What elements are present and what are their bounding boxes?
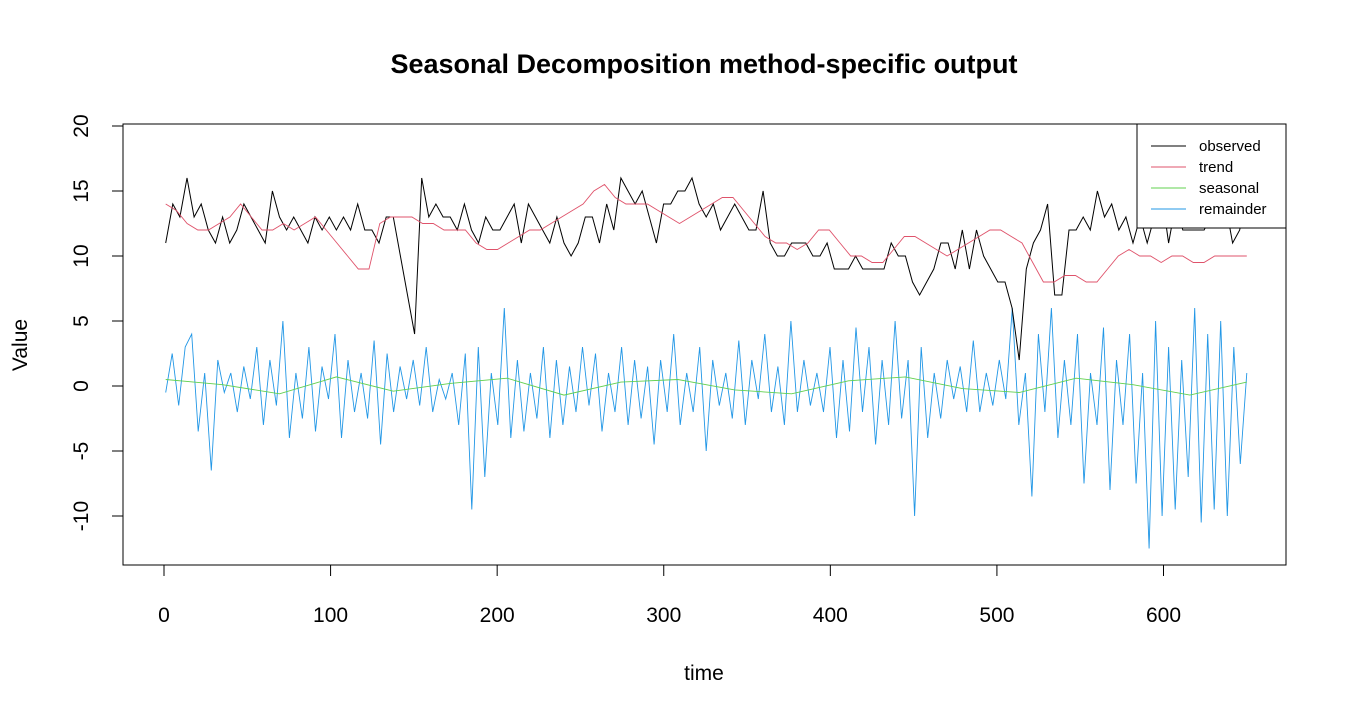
y-axis: -10 -5 0 5 10 15 20 <box>70 114 124 531</box>
y-tick-label: 10 <box>70 244 93 267</box>
legend-label-seasonal: seasonal <box>1199 180 1259 197</box>
x-tick-label: 300 <box>646 604 681 627</box>
x-tick-label: 500 <box>979 604 1014 627</box>
series-line-trend <box>165 183 1247 283</box>
x-axis: 0 100 200 300 400 500 600 <box>158 564 1181 627</box>
y-tick-label: 15 <box>70 179 93 202</box>
legend-box <box>1136 123 1287 229</box>
series-line-observed <box>165 176 1248 361</box>
legend-label-trend: trend <box>1199 159 1233 176</box>
chart-title: Seasonal Decomposition method-specific o… <box>390 49 1017 79</box>
plot-frame <box>122 123 1287 566</box>
y-tick-label: 0 <box>70 380 93 392</box>
x-tick-label: 600 <box>1146 604 1181 627</box>
series-line-seasonal <box>165 376 1247 396</box>
x-tick-label: 200 <box>480 604 515 627</box>
x-tick-label: 0 <box>158 604 170 627</box>
legend-label-observed: observed <box>1199 138 1261 155</box>
legend-label-remainder: remainder <box>1199 201 1267 218</box>
y-tick-label: -5 <box>70 442 93 461</box>
y-tick-label: 5 <box>70 315 93 327</box>
y-tick-label: 20 <box>70 114 93 137</box>
x-tick-label: 100 <box>313 604 348 627</box>
x-tick-label: 400 <box>813 604 848 627</box>
y-axis-label: Value <box>9 319 32 371</box>
legend: observed trend seasonal remainder <box>1136 123 1287 229</box>
x-axis-label: time <box>684 662 724 685</box>
series-line-remainder <box>165 307 1248 549</box>
y-tick-label: -10 <box>70 501 93 531</box>
series-layer <box>165 176 1248 549</box>
